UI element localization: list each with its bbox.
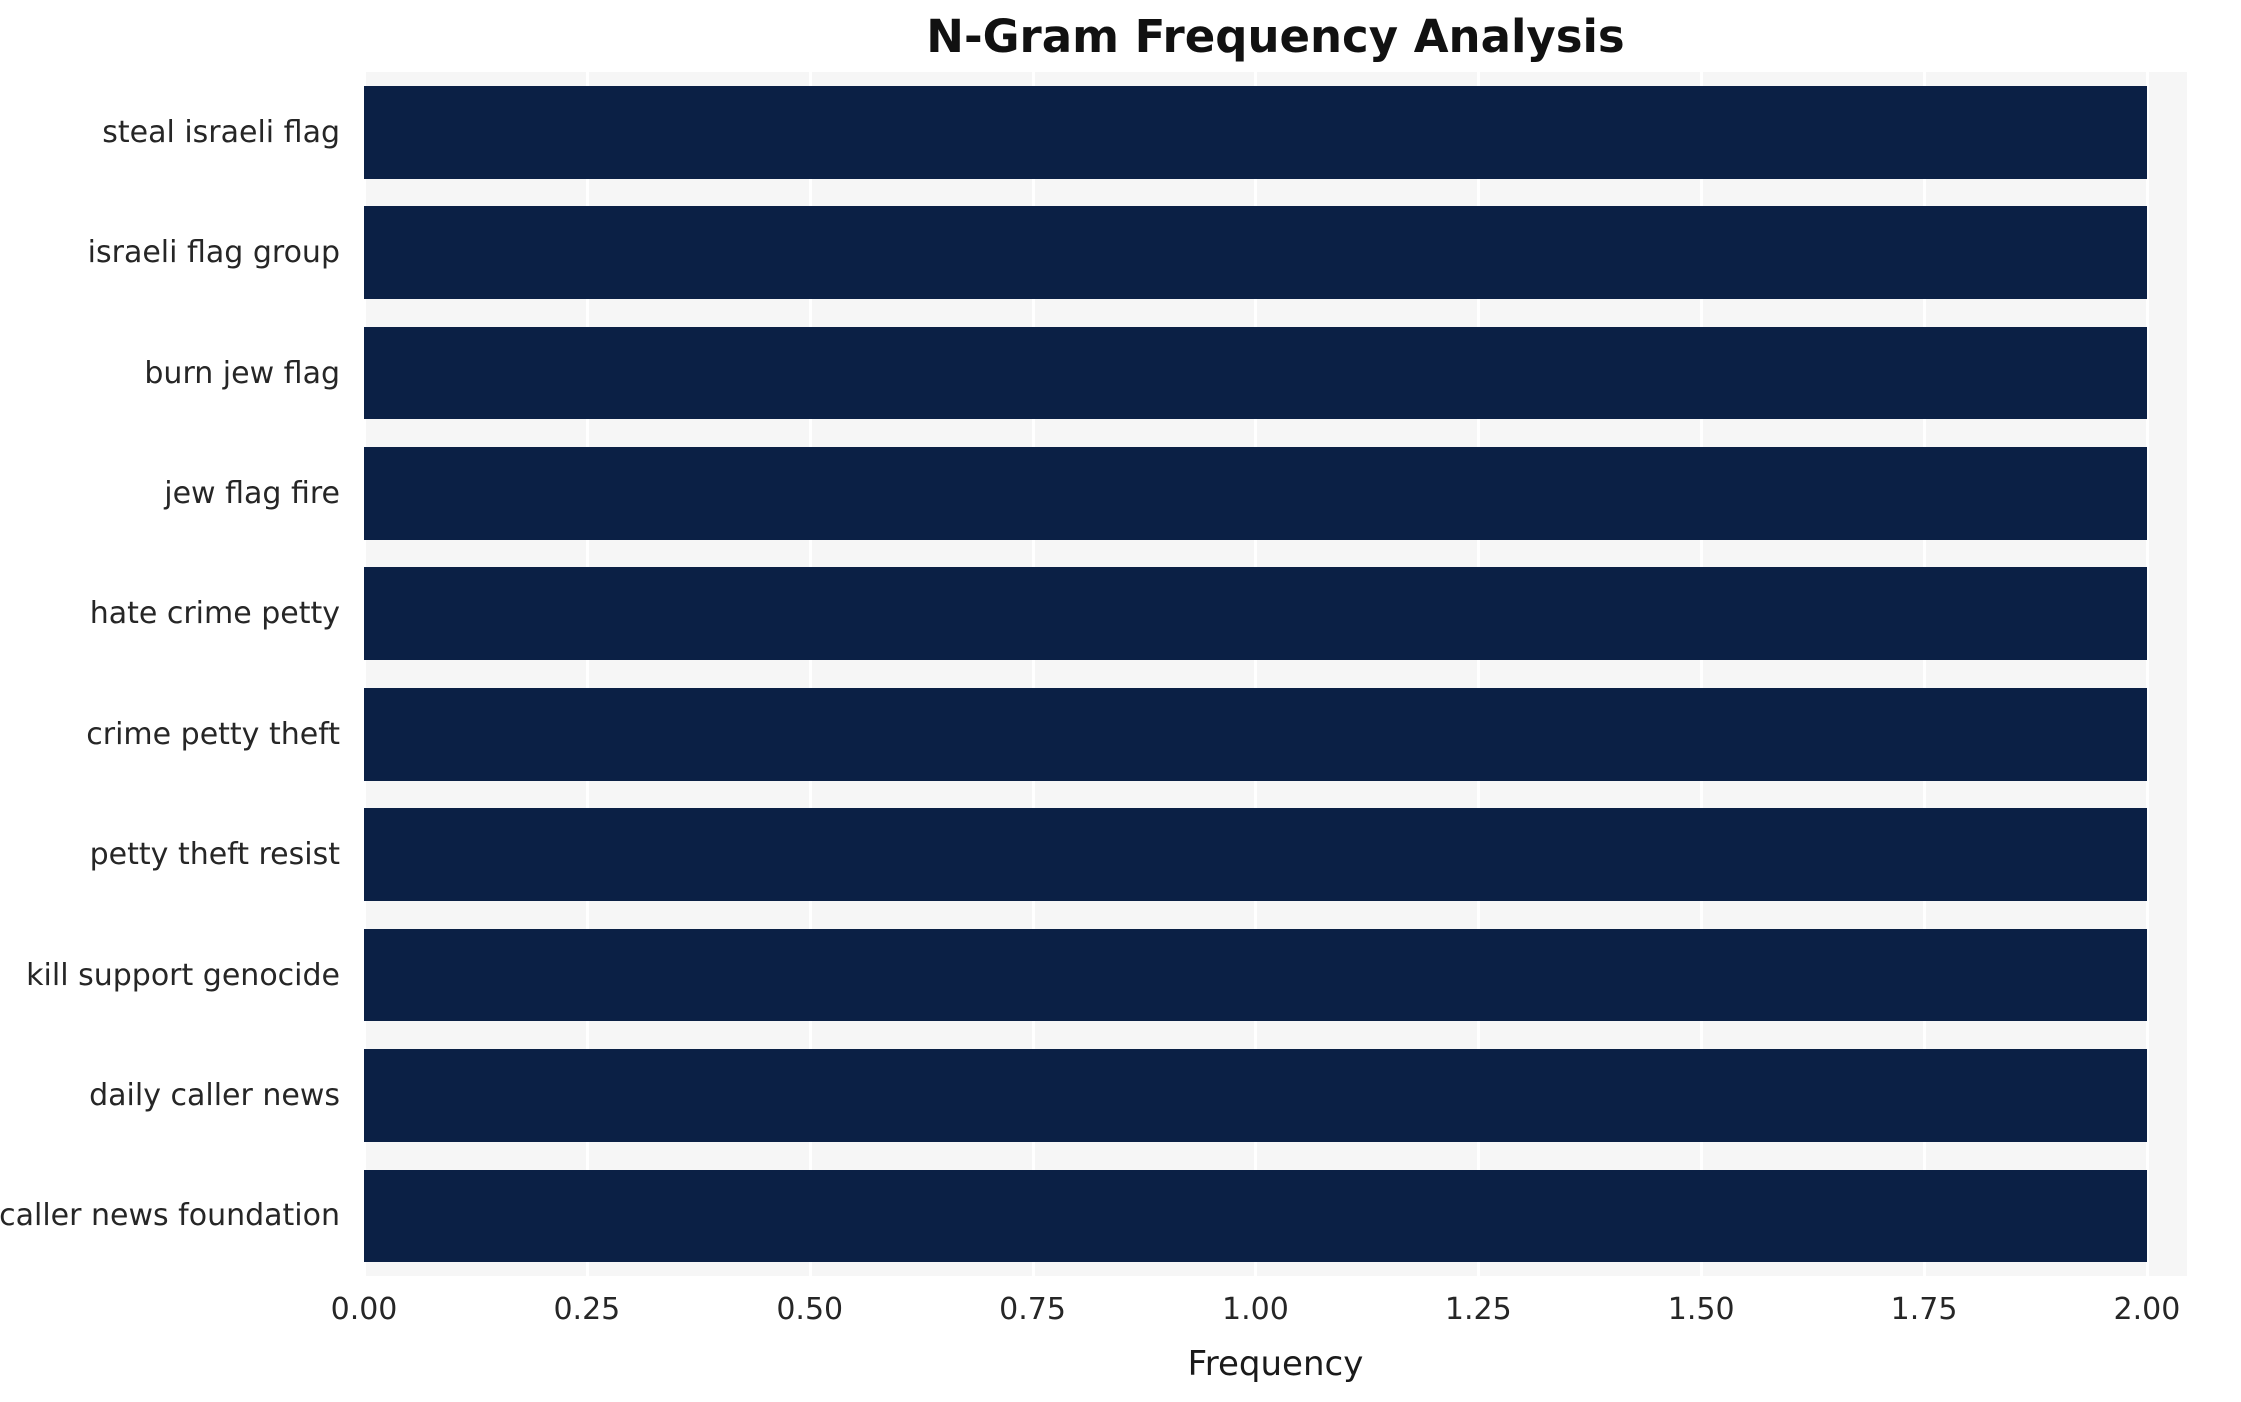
x-axis-label: Frequency (1187, 1344, 1364, 1384)
gridline (1477, 72, 1481, 1276)
bar-row (364, 794, 2187, 914)
bar-row (364, 554, 2187, 674)
bar (364, 85, 2147, 179)
bar (364, 687, 2147, 781)
gridline (585, 72, 589, 1276)
bar-row (364, 192, 2187, 312)
bar-series (364, 72, 2187, 1276)
bar (364, 1049, 2147, 1142)
y-tick-label: caller news foundation (0, 1198, 340, 1234)
y-tick-label: petty theft resist (89, 837, 340, 873)
gridline (808, 72, 812, 1276)
y-tick-label: israeli flag group (87, 235, 340, 271)
y-tick-label: daily caller news (89, 1077, 340, 1113)
gridline (1700, 72, 1704, 1276)
gridline (363, 72, 366, 1276)
gridline (1254, 72, 1258, 1276)
y-tick-label: crime petty theft (86, 716, 340, 752)
x-axis-tick-labels: 0.00 0.25 0.50 0.75 1.00 1.25 1.50 1.75 2.00 (331, 1292, 2187, 1332)
x-tick-label: 1.25 (1444, 1292, 1512, 1327)
y-tick-label: hate crime petty (89, 596, 340, 632)
bar (364, 928, 2147, 1022)
x-tick-label: 0.00 (330, 1292, 398, 1327)
bar (364, 326, 2147, 420)
bar-row (364, 433, 2187, 553)
chart-title: N-Gram Frequency Analysis (926, 10, 1625, 63)
x-tick-label: 1.50 (1667, 1292, 1735, 1327)
x-tick-label: 0.50 (776, 1292, 844, 1327)
bar-row (364, 313, 2187, 433)
y-tick-label: steal israeli flag (102, 114, 340, 150)
gridline (1031, 72, 1035, 1276)
y-axis-tick-labels: steal israeli flag israeli flag group burn… (0, 72, 340, 1276)
bar (364, 206, 2147, 299)
y-tick-label: burn jew flag (144, 355, 340, 391)
gridline (1923, 72, 1927, 1276)
bar-row (364, 72, 2187, 192)
bar (364, 567, 2147, 661)
bar-row (364, 915, 2187, 1035)
bar (364, 808, 2147, 901)
x-tick-label: 1.75 (1890, 1292, 1958, 1327)
bar (364, 1169, 2147, 1263)
x-tick-label: 1.00 (1222, 1292, 1289, 1327)
x-tick-label: 0.25 (553, 1292, 621, 1327)
y-tick-label: jew flag fire (164, 475, 340, 511)
x-tick-label: 2.00 (2113, 1292, 2181, 1327)
x-tick-label: 0.75 (999, 1292, 1066, 1327)
plot-area (363, 72, 2187, 1276)
y-tick-label: kill support genocide (26, 957, 340, 993)
bar-row (364, 674, 2187, 794)
gridline (2145, 72, 2149, 1276)
bar-row (364, 1035, 2187, 1155)
bar-row (364, 1156, 2187, 1276)
bar (364, 447, 2147, 540)
